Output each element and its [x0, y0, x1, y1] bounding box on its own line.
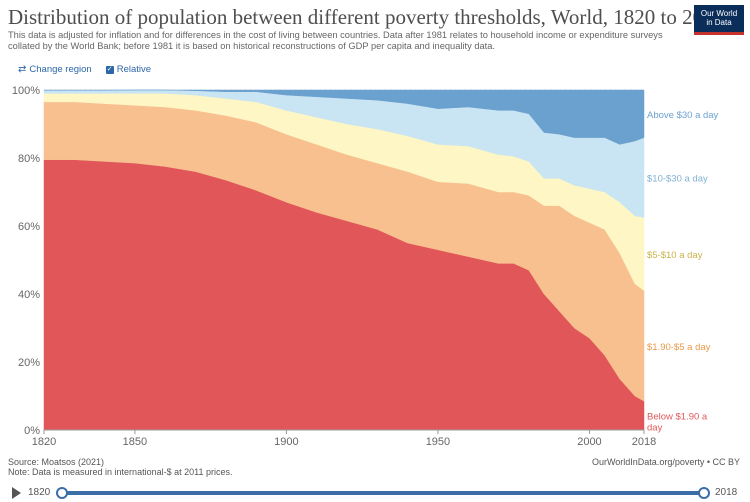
x-tick-label: 1850	[123, 436, 147, 448]
owid-logo[interactable]: Our World in Data	[694, 5, 744, 35]
timeline-end-label: 2018	[715, 487, 738, 498]
source-text: Source: Moatsos (2021)	[8, 457, 105, 467]
play-icon[interactable]	[12, 487, 21, 499]
x-tick-label: 1900	[274, 436, 298, 448]
legend-label-continued: day	[647, 423, 663, 434]
logo-line-1: Our World	[700, 9, 738, 18]
checkbox-checked-icon[interactable]: ✓	[105, 65, 114, 74]
note-text: Note: Data is measured in international-…	[8, 467, 233, 477]
relative-toggle[interactable]: ✓ Relative	[105, 64, 152, 75]
timeline-track[interactable]	[62, 491, 704, 495]
x-axis-ticks: 1820 1850 1900 1950 2000 2018	[32, 429, 656, 448]
y-tick-label: 40%	[18, 289, 40, 301]
y-tick-label: 0%	[24, 425, 40, 437]
legend-label: $1.90-$5 a day	[647, 342, 711, 353]
chart-subtitle: This data is adjusted for inflation and …	[8, 30, 663, 51]
timeline-slider: 1820 2018	[0, 482, 750, 502]
logo-line-2: in Data	[706, 18, 732, 27]
legend: Above $30 a day $10-$30 a day $5-$10 a day…	[647, 110, 719, 434]
y-axis-ticks: 0% 20% 40% 60% 80% 100%	[12, 85, 40, 437]
area-series	[43, 89, 645, 431]
area-above-30-a-day	[43, 89, 645, 145]
change-region-button[interactable]: ⇄ Change region	[18, 64, 92, 75]
legend-label: $10-$30 a day	[647, 174, 708, 185]
x-tick-label: 1820	[32, 436, 56, 448]
timeline-start-label: 1820	[28, 487, 51, 498]
legend-label: $5-$10 a day	[647, 250, 703, 261]
footer-notes: Source: Moatsos (2021) Note: Data is mea…	[8, 457, 232, 477]
timeline-start-handle[interactable]	[56, 487, 68, 499]
y-tick-label: 100%	[12, 85, 40, 97]
legend-label: Below $1.90 a	[647, 412, 708, 423]
y-tick-label: 60%	[18, 221, 40, 233]
y-tick-label: 80%	[18, 153, 40, 165]
swap-arrows-icon: ⇄	[18, 64, 27, 75]
x-tick-label: 2000	[577, 436, 601, 448]
x-tick-label: 2018	[632, 436, 656, 448]
y-tick-label: 20%	[18, 357, 40, 369]
timeline-end-handle[interactable]	[698, 487, 710, 499]
x-tick-label: 1950	[426, 436, 450, 448]
chart-controls: ⇄ Change region ✓ Relative	[18, 64, 151, 75]
stacked-area-chart[interactable]: 0% 20% 40% 60% 80% 100% 1820 1850 1900 1950 2000 2…	[0, 80, 750, 480]
legend-label: Above $30 a day	[647, 110, 719, 121]
footer-url[interactable]: OurWorldInData.org/poverty • CC BY	[591, 457, 740, 467]
chart-title: Distribution of population between diffe…	[8, 5, 725, 29]
change-region-label: Change region	[29, 64, 92, 75]
relative-label: Relative	[116, 64, 152, 75]
